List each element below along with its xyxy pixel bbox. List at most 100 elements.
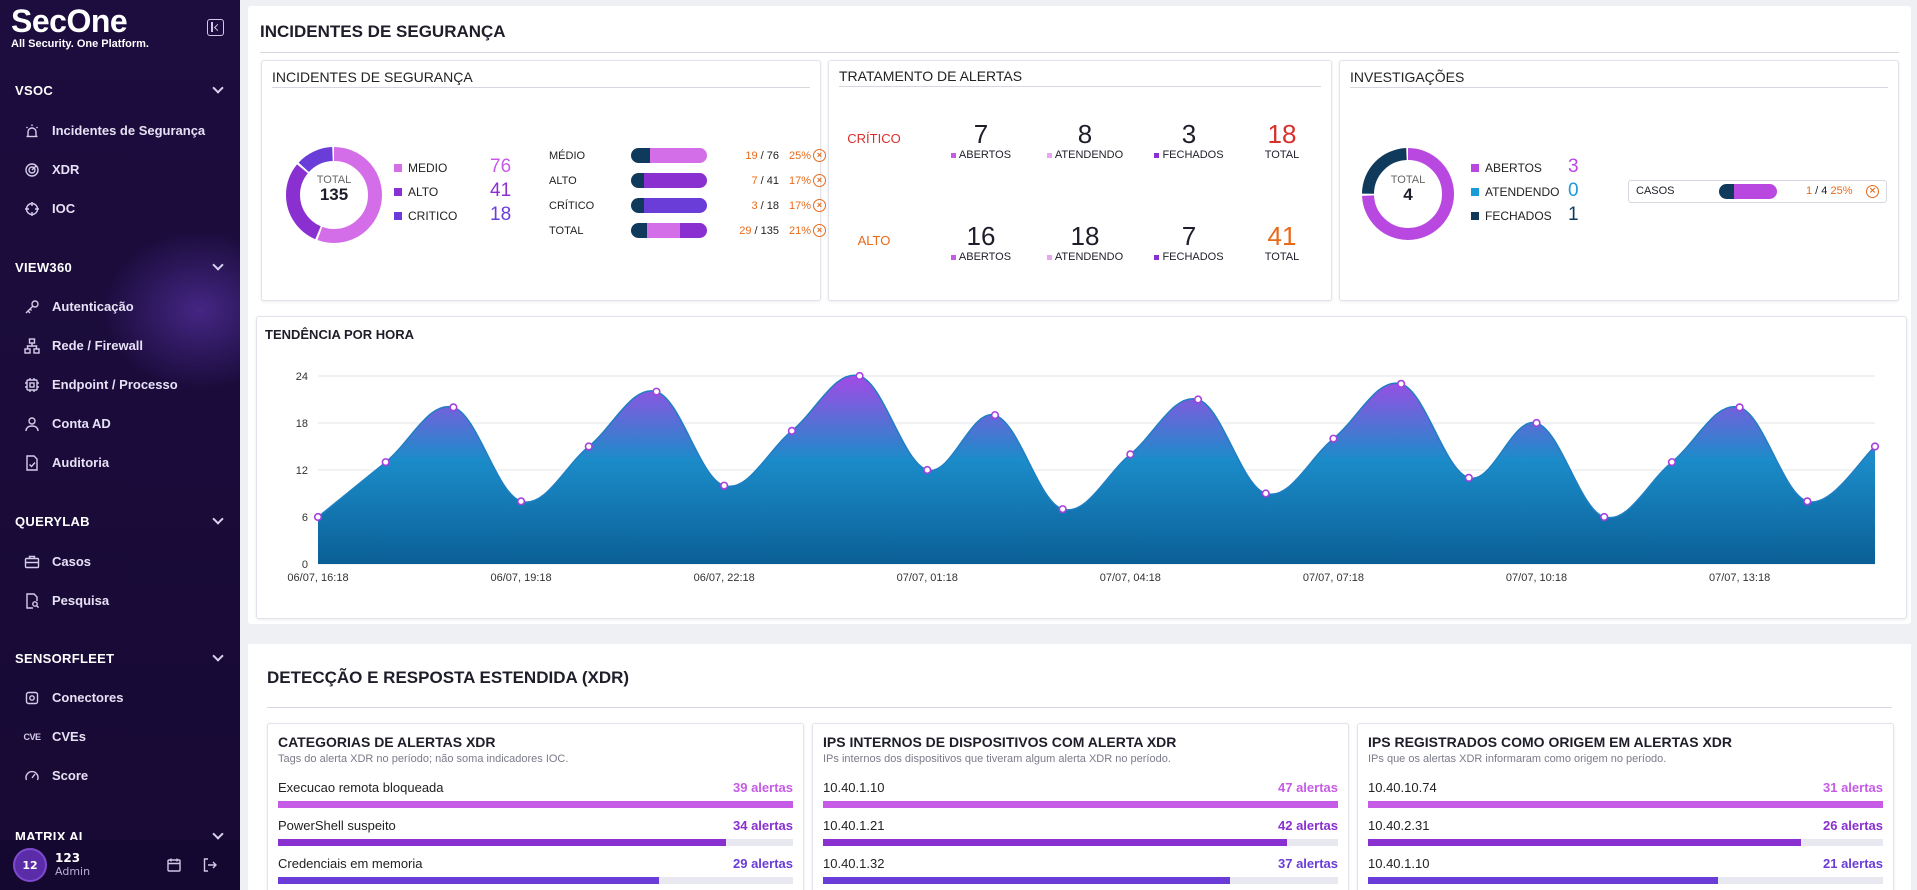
sidebar-item-label: Auditoria (52, 455, 110, 470)
xdr-row[interactable]: 10.40.10.74 31 alertas (1368, 780, 1883, 818)
nav-section-header[interactable]: QUERYLAB (0, 511, 240, 531)
data-point[interactable] (1329, 434, 1338, 443)
data-point[interactable] (1193, 395, 1203, 404)
chevron-down-icon (212, 82, 224, 94)
donut-total-value: 135 (319, 185, 349, 204)
data-point[interactable] (584, 442, 593, 451)
avatar[interactable]: 12 (13, 848, 47, 882)
donut-segment[interactable] (286, 147, 382, 243)
stat-total-value[interactable]: 41 (1267, 221, 1297, 251)
sidebar-item-conectores[interactable]: Conectores (0, 678, 240, 717)
xdr-row-track (1368, 877, 1883, 884)
data-point[interactable] (1870, 442, 1880, 451)
casos-progress[interactable]: CASOS 1 / 4 25% × (1628, 180, 1887, 203)
sidebar-item-conta-ad[interactable]: Conta AD (0, 404, 240, 443)
stat-label: ABERTOS (958, 251, 1012, 263)
stat-fechados-value[interactable]: 7 (1181, 221, 1197, 251)
data-point[interactable] (1600, 512, 1609, 522)
nav-section-header[interactable]: SENSORFLEET (0, 648, 240, 668)
donut-total-label: TOTAL (316, 174, 352, 186)
close-circle-icon[interactable]: × (813, 224, 826, 237)
data-point[interactable] (449, 403, 458, 412)
sidebar-item-label: CVEs (52, 729, 86, 744)
sidebar-item-autenticacao[interactable]: Autenticação (0, 287, 240, 326)
data-point[interactable] (652, 387, 661, 396)
legend-swatch (1471, 164, 1479, 172)
sidebar-item-label: Endpoint / Processo (52, 377, 178, 392)
data-point[interactable] (720, 481, 729, 490)
stat-abertos-value[interactable]: 7 (973, 119, 989, 149)
xdr-row-label: 10.40.1.32 (823, 856, 885, 871)
x-tick-label: 06/07, 22:18 (694, 572, 755, 584)
xdr-title: DETECÇÃO E RESPOSTA ESTENDIDA (XDR) (267, 668, 630, 687)
xdr-row-track (823, 839, 1338, 846)
data-point[interactable] (990, 411, 1000, 420)
stat-abertos-value[interactable]: 16 (966, 221, 996, 251)
data-point[interactable] (1261, 489, 1270, 498)
xdr-row[interactable]: PowerShell suspeito 34 alertas (278, 818, 793, 856)
calendar-icon[interactable] (166, 857, 182, 877)
data-point[interactable] (313, 512, 323, 522)
sidebar-collapse-icon[interactable] (207, 19, 224, 36)
nav-section-header[interactable]: VIEW360 (0, 257, 240, 277)
data-point[interactable] (381, 458, 390, 467)
xdr-row[interactable]: 10.40.1.10 47 alertas (823, 780, 1338, 818)
data-point[interactable] (1058, 505, 1067, 514)
legend-swatch (394, 188, 402, 196)
data-point[interactable] (923, 465, 932, 475)
data-point[interactable] (1735, 403, 1744, 412)
xdr-card-subtitle: IPs que os alertas XDR informaram como o… (1368, 753, 1667, 765)
data-point[interactable] (787, 426, 796, 435)
severity-level-label: ALTO (857, 233, 891, 248)
stat-atendendo-value[interactable]: 8 (1077, 119, 1093, 149)
sidebar-item-incidentes[interactable]: Incidentes de Segurança (0, 111, 240, 150)
data-point[interactable] (1397, 379, 1406, 388)
sidebar-item-pesquisa[interactable]: Pesquisa (0, 581, 240, 620)
data-point[interactable] (1126, 450, 1135, 459)
stat-total-value[interactable]: 18 (1267, 119, 1297, 149)
progress-row: CRÍTICO 3 / 18 17% × (549, 198, 826, 213)
close-circle-icon[interactable]: × (813, 149, 826, 162)
xdr-row-count: 21 alertas (1823, 856, 1883, 871)
stat-fechados-value[interactable]: 3 (1181, 119, 1197, 149)
xdr-row-label: 10.40.2.31 (1368, 818, 1430, 833)
xdr-row-track (278, 839, 793, 846)
xdr-row[interactable]: Credenciais em memoria 29 alertas (278, 856, 793, 890)
legend-label: FECHADOS (1485, 209, 1552, 223)
logout-icon[interactable] (202, 857, 218, 877)
sidebar-item-ioc[interactable]: IOC (0, 189, 240, 228)
sidebar-item-label: Autenticação (52, 299, 134, 314)
nav-section-header[interactable]: VSOC (0, 80, 240, 100)
xdr-row[interactable]: 10.40.1.10 21 alertas (1368, 856, 1883, 890)
sidebar-item-auditoria[interactable]: Auditoria (0, 443, 240, 482)
donut-segment[interactable] (286, 147, 382, 243)
xdr-row[interactable]: Execucao remota bloqueada 39 alertas (278, 780, 793, 818)
sidebar-item-cves[interactable]: CVE CVEs (0, 717, 240, 756)
nav-section-header[interactable]: MATRIX AI (0, 826, 240, 846)
stat-total-label: TOTAL (1264, 149, 1300, 161)
data-point[interactable] (1532, 418, 1541, 428)
data-point[interactable] (1803, 497, 1812, 506)
close-circle-icon[interactable]: × (813, 199, 826, 212)
xdr-row[interactable]: 10.40.1.32 37 alertas (823, 856, 1338, 890)
xdr-row[interactable]: 10.40.2.31 26 alertas (1368, 818, 1883, 856)
close-circle-icon[interactable]: × (1866, 185, 1879, 198)
sidebar-item-endpoint[interactable]: Endpoint / Processo (0, 365, 240, 404)
data-point[interactable] (1667, 458, 1677, 467)
xdr-row[interactable]: 10.40.1.21 42 alertas (823, 818, 1338, 856)
data-point[interactable] (855, 371, 864, 381)
brand-logo[interactable]: SecOne All Security. One Platform. (11, 2, 149, 50)
donut-segment[interactable] (1362, 148, 1454, 240)
page-title: INCIDENTES DE SEGURANÇA (260, 22, 506, 41)
sidebar-item-rede-firewall[interactable]: Rede / Firewall (0, 326, 240, 365)
sidebar-item-score[interactable]: Score (0, 756, 240, 795)
data-point[interactable] (1464, 473, 1473, 482)
xdr-row-fill (278, 839, 727, 846)
progress-done: 29 (739, 224, 752, 237)
close-circle-icon[interactable]: × (813, 174, 826, 187)
stat-atendendo-value[interactable]: 18 (1070, 221, 1100, 251)
data-point[interactable] (516, 497, 526, 506)
sidebar-item-casos[interactable]: Casos (0, 542, 240, 581)
progress-ratio: 19 / 76 (745, 149, 779, 162)
sidebar-item-xdr[interactable]: XDR (0, 150, 240, 189)
